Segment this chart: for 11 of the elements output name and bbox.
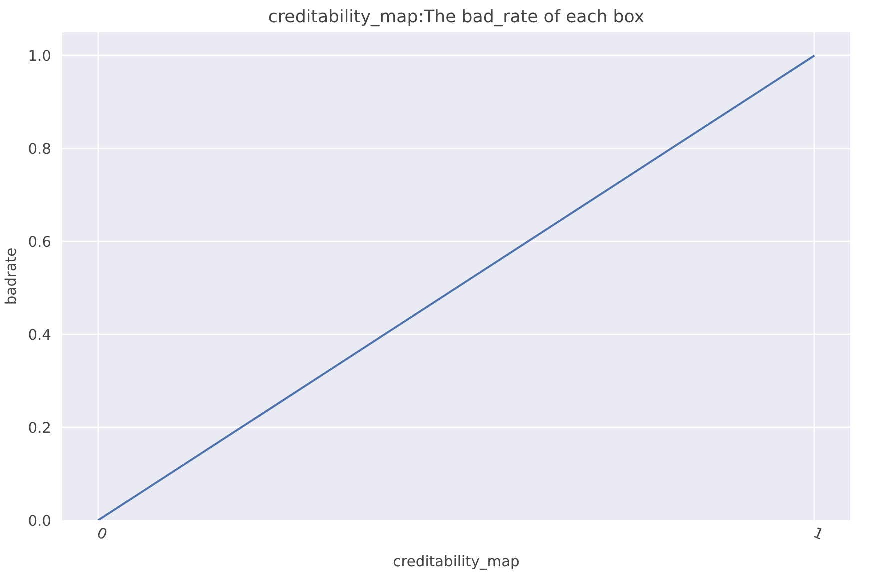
y-axis-title: badrate bbox=[3, 248, 20, 306]
y-tick-label: 0.4 bbox=[28, 327, 52, 344]
y-tick-label: 1.0 bbox=[28, 48, 52, 66]
y-tick-label: 0.8 bbox=[28, 141, 52, 158]
y-tick-label: 0.0 bbox=[28, 513, 52, 530]
chart-title: creditability_map:The bad_rate of each box bbox=[268, 8, 645, 28]
y-tick-label: 0.2 bbox=[28, 420, 52, 438]
x-tick-label: 0 bbox=[94, 524, 110, 544]
y-tick-label: 0.6 bbox=[28, 234, 52, 252]
x-tick-label: 1 bbox=[810, 524, 826, 544]
x-axis-title: creditability_map bbox=[393, 553, 520, 570]
